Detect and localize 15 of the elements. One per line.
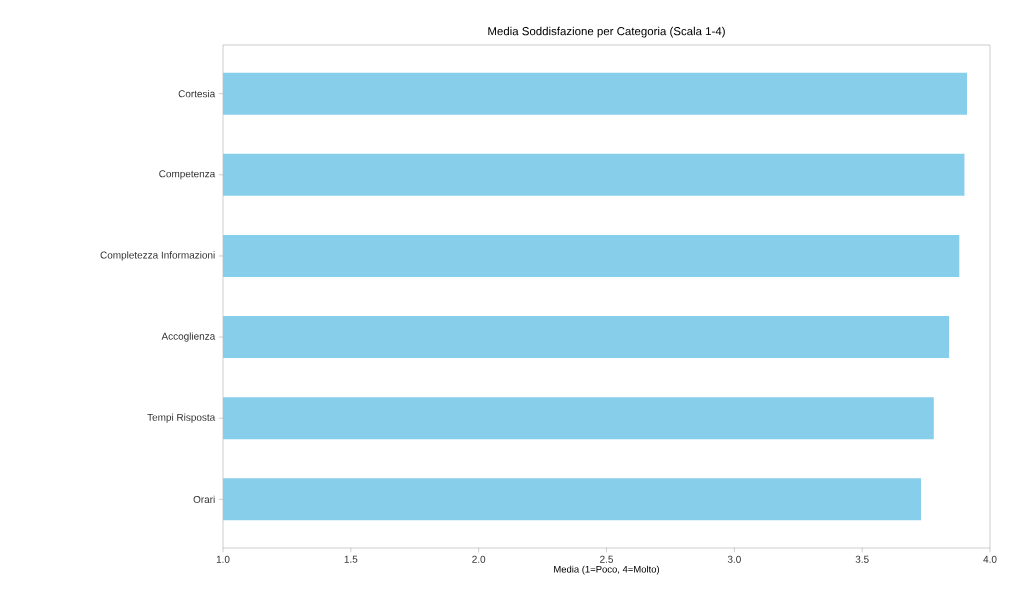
y-tick-label: Completezza Informazioni — [100, 251, 215, 261]
x-tick-label: 2.0 — [472, 555, 486, 563]
y-tick-label: Cortesia — [178, 90, 216, 98]
x-axis-title: Media (1=Poco, 4=Molto) — [554, 565, 660, 575]
y-tick-label: Tempi Risposta — [147, 413, 216, 423]
y-tick-label: Accoglienza — [161, 332, 216, 342]
x-tick-label: 1.0 — [216, 555, 230, 563]
y-tick-label: Orari — [193, 495, 215, 503]
chart-title: Media Soddisfazione per Categoria (Scala 1-4) — [488, 26, 725, 38]
x-tick-label: 1.5 — [344, 555, 358, 563]
x-tick-label: 4.0 — [983, 555, 997, 563]
x-tick-label: 2.5 — [600, 555, 614, 563]
y-tick-label: Competenza — [159, 170, 216, 180]
x-tick-label: 3.5 — [855, 555, 869, 563]
x-tick-label: 3.0 — [727, 555, 741, 563]
